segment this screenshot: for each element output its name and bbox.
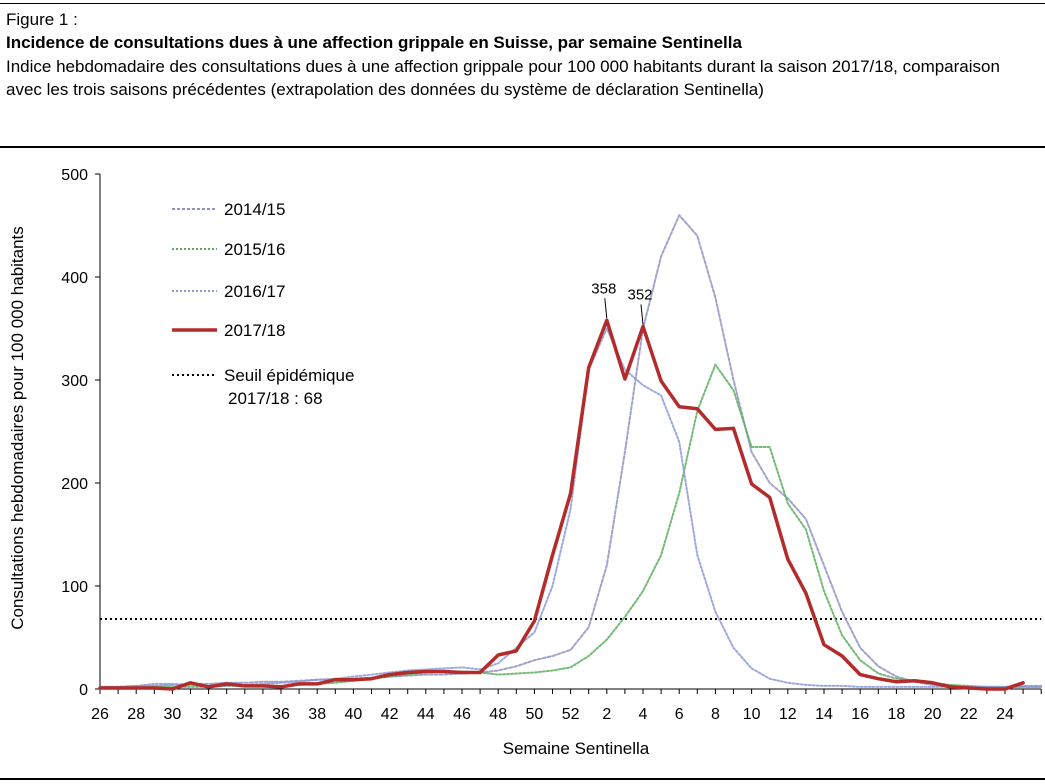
x-tick-label: 38 [308,706,326,723]
legend-label-2014-15: 2014/15 [224,200,285,219]
x-tick-label: 26 [91,706,109,723]
x-tick-label: 12 [779,706,797,723]
y-tick-label: 300 [61,373,88,390]
x-tick-label: 42 [381,706,399,723]
bottom-rule [0,778,1045,780]
y-tick-label: 200 [61,476,88,493]
annotation-leader [640,304,644,325]
figure-label: Figure 1 : [6,10,78,29]
figure-subtitle: Indice hebdomadaire des consultations du… [6,57,1000,99]
x-tick-label: 8 [711,706,720,723]
annotations-group: 358 352 [591,280,653,325]
x-tick-label: 28 [127,706,145,723]
figure-title: Incidence de consultations dues à une af… [6,33,742,52]
x-tick-label: 52 [562,706,580,723]
x-tick-label: 48 [489,706,507,723]
x-tick-label: 2 [602,706,611,723]
x-tick-label: 36 [272,706,290,723]
legend-label-2015-16: 2015/16 [224,240,285,259]
y-tick-label: 500 [61,167,88,184]
x-tick-label: 14 [815,706,833,723]
x-tick-label: 22 [960,706,978,723]
annotation-label: 352 [627,286,652,303]
annotation-leader [604,298,608,319]
series-line-2014-15 [99,214,1043,688]
legend-label-threshold: Seuil épidémique [224,366,354,385]
x-tick-label: 18 [888,706,906,723]
x-tick-label: 32 [200,706,218,723]
y-axis-label: Consultations hebdomadaires pour 100 000… [8,226,27,630]
y-tick-label: 100 [61,579,88,596]
x-tick-label: 10 [743,706,761,723]
series-line-2015-16 [99,363,1043,688]
legend-label-2017-18: 2017/18 [224,321,285,340]
x-tick-label: 20 [924,706,942,723]
x-tick-label: 24 [996,706,1014,723]
x-tick-label: 44 [417,706,435,723]
x-tick-label: 50 [526,706,544,723]
x-tick-label: 34 [236,706,254,723]
y-tick-label: 400 [61,270,88,287]
header-rule [0,146,1045,148]
y-tick-label: 0 [79,682,88,699]
top-rule [0,3,1045,4]
x-axis-label: Semaine Sentinella [503,739,650,758]
legend-threshold-note: 2017/18 : 68 [228,389,323,408]
x-tick-label: 46 [453,706,471,723]
series-line-2017-18 [98,318,1025,691]
figure-header: Figure 1 : Incidence de consultations du… [6,9,1036,101]
series-group [98,214,1043,691]
x-tick-label: 16 [851,706,869,723]
x-tick-label: 30 [164,706,182,723]
x-tick-label: 40 [345,706,363,723]
annotation-label: 358 [591,280,616,297]
legend-label-2016-17: 2016/17 [224,282,285,301]
x-tick-label: 6 [675,706,684,723]
chart-legend: 2014/15 2015/16 2016/17 2017/18 Seuil épidém… [172,200,354,408]
x-tick-label: 4 [639,706,648,723]
